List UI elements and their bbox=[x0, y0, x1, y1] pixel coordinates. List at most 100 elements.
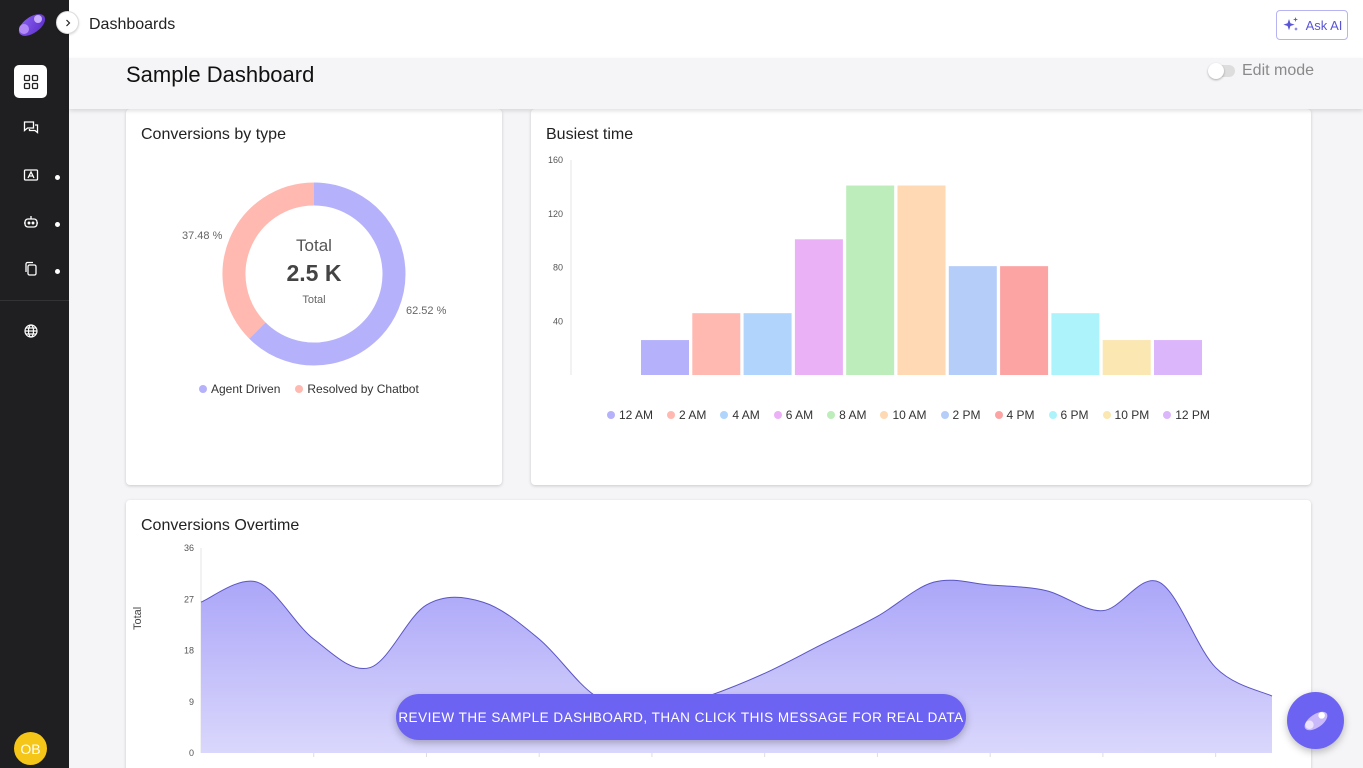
legend-dot bbox=[940, 411, 949, 419]
legend-item[interactable]: Resolved by Chatbot bbox=[295, 382, 419, 396]
legend-item[interactable]: Agent Driven bbox=[199, 382, 280, 396]
app-logo[interactable] bbox=[16, 10, 48, 40]
y-tick-label: 0 bbox=[189, 748, 194, 758]
sidebar-item-copy[interactable] bbox=[14, 252, 47, 285]
bar-chart-svg: 40 80 120 160 bbox=[548, 155, 1202, 375]
legend-label: 8 AM bbox=[839, 408, 867, 422]
bar-legend: 12 AM 2 AM 4 AM 6 AM 8 AM 10 AM 2 PM 4 PM 6 PM 10… bbox=[607, 408, 1224, 422]
y-tick-label: 120 bbox=[548, 209, 563, 219]
y-tick-label: 36 bbox=[184, 543, 194, 553]
edit-mode-toggle[interactable] bbox=[1208, 63, 1235, 79]
legend-label: 6 PM bbox=[1060, 408, 1089, 422]
real-data-banner-button[interactable]: REVIEW THE SAMPLE DASHBOARD, THAN CLICK … bbox=[396, 694, 966, 740]
sidebar-item-integrations[interactable] bbox=[14, 314, 47, 347]
dashboard-icon bbox=[23, 74, 38, 89]
bar[interactable] bbox=[948, 266, 997, 375]
conversions-by-type-card: Conversions by type Total 2.5 K Total 37… bbox=[126, 109, 502, 485]
bar[interactable] bbox=[897, 185, 946, 375]
legend-dot bbox=[199, 385, 207, 393]
edit-mode-label: Edit mode bbox=[1242, 62, 1315, 79]
donut-slice[interactable] bbox=[222, 182, 315, 339]
legend-label: 12 AM bbox=[619, 408, 654, 422]
globe-icon bbox=[23, 323, 38, 338]
bar[interactable] bbox=[1154, 340, 1202, 375]
legend-dot bbox=[295, 385, 304, 393]
chevron-right-icon bbox=[65, 19, 70, 26]
donut-center-subtitle: Total bbox=[302, 294, 326, 306]
sidebar-divider bbox=[0, 300, 69, 301]
card-title: Conversions by type bbox=[141, 126, 286, 143]
legend-dot bbox=[994, 411, 1003, 419]
bar[interactable] bbox=[641, 340, 689, 375]
ask-ai-button[interactable]: Ask AI bbox=[1276, 10, 1348, 40]
legend-item[interactable]: 2 AM bbox=[667, 408, 706, 422]
sidebar-item-bots[interactable] bbox=[14, 205, 47, 238]
card-title: Conversions Overtime bbox=[141, 517, 300, 534]
top-bar: Dashboards Ask AI bbox=[69, 0, 1363, 58]
chat-bot-icon bbox=[1304, 711, 1327, 730]
bar[interactable] bbox=[1051, 313, 1100, 375]
y-tick-label: 160 bbox=[548, 155, 563, 165]
y-tick-label: 40 bbox=[553, 316, 563, 326]
legend-label: Agent Driven bbox=[211, 382, 281, 396]
legend-item[interactable]: 4 AM bbox=[720, 408, 760, 422]
legend-dot bbox=[1102, 411, 1111, 419]
area-line[interactable] bbox=[200, 579, 1273, 714]
legend-item[interactable]: 8 AM bbox=[827, 408, 866, 422]
bar[interactable] bbox=[846, 185, 895, 375]
bar[interactable] bbox=[794, 239, 843, 375]
legend-item[interactable]: 10 PM bbox=[1102, 408, 1150, 422]
legend-label: 10 PM bbox=[1114, 408, 1150, 422]
busiest-time-card: Busiest time 40 80 120 160 12 AM 2 AM 4 AM 6 A… bbox=[531, 109, 1311, 485]
legend-dot bbox=[773, 411, 782, 419]
bar[interactable] bbox=[743, 313, 792, 375]
donut-chart bbox=[222, 182, 406, 366]
bar[interactable] bbox=[1102, 340, 1151, 375]
legend-label: Resolved by Chatbot bbox=[307, 382, 419, 396]
breadcrumb: Dashboards bbox=[89, 16, 176, 33]
conversations-icon bbox=[23, 120, 38, 134]
legend-label: 12 PM bbox=[1175, 408, 1210, 422]
legend-item[interactable]: 6 PM bbox=[1048, 408, 1089, 422]
legend-label: 2 PM bbox=[952, 408, 981, 422]
pct-label-agent: 62.52 % bbox=[406, 305, 447, 317]
legend-label: 2 AM bbox=[679, 408, 707, 422]
legend-label: 6 AM bbox=[785, 408, 814, 422]
sidebar-item-conversations[interactable] bbox=[14, 111, 47, 144]
sidebar-item-contacts[interactable] bbox=[14, 158, 47, 191]
y-tick-label: 80 bbox=[553, 263, 563, 273]
chat-widget-button[interactable] bbox=[1287, 692, 1344, 749]
legend-item[interactable]: 4 PM bbox=[994, 408, 1035, 422]
contacts-icon bbox=[23, 168, 38, 181]
card-title: Busiest time bbox=[546, 126, 634, 143]
legend-dot bbox=[827, 411, 836, 419]
legend-item[interactable]: 12 AM bbox=[607, 408, 653, 422]
y-tick-label: 18 bbox=[184, 646, 194, 656]
y-tick-label: 9 bbox=[189, 697, 194, 707]
y-axis-label: Total bbox=[132, 606, 144, 630]
y-tick-label: 27 bbox=[184, 594, 194, 604]
avatar[interactable]: OB bbox=[14, 732, 47, 765]
bot-icon bbox=[23, 215, 38, 228]
legend-dot bbox=[720, 411, 729, 419]
donut-slice[interactable] bbox=[249, 182, 406, 366]
pct-label-chatbot: 37.48 % bbox=[182, 230, 223, 242]
sidebar-dot bbox=[55, 222, 60, 227]
legend-item[interactable]: 12 PM bbox=[1163, 408, 1210, 422]
ask-ai-label: Ask AI bbox=[1305, 17, 1343, 33]
legend-dot bbox=[1048, 411, 1057, 419]
legend-item[interactable]: 6 AM bbox=[773, 408, 814, 422]
legend-label: 4 AM bbox=[732, 408, 760, 422]
copy-icon bbox=[24, 261, 37, 276]
page-header: Sample Dashboard Edit mode bbox=[69, 58, 1363, 109]
legend-item[interactable]: 10 AM bbox=[880, 408, 927, 422]
legend-dot bbox=[667, 411, 676, 419]
sidebar-dot bbox=[55, 269, 60, 274]
bar[interactable] bbox=[1000, 266, 1049, 375]
legend-dot bbox=[607, 411, 615, 419]
legend-item[interactable]: 2 PM bbox=[940, 408, 981, 422]
sidebar-toggle-button[interactable] bbox=[56, 11, 79, 34]
sidebar-item-dashboards[interactable] bbox=[14, 65, 47, 98]
legend-label: 10 AM bbox=[892, 408, 927, 422]
bar[interactable] bbox=[692, 313, 741, 375]
